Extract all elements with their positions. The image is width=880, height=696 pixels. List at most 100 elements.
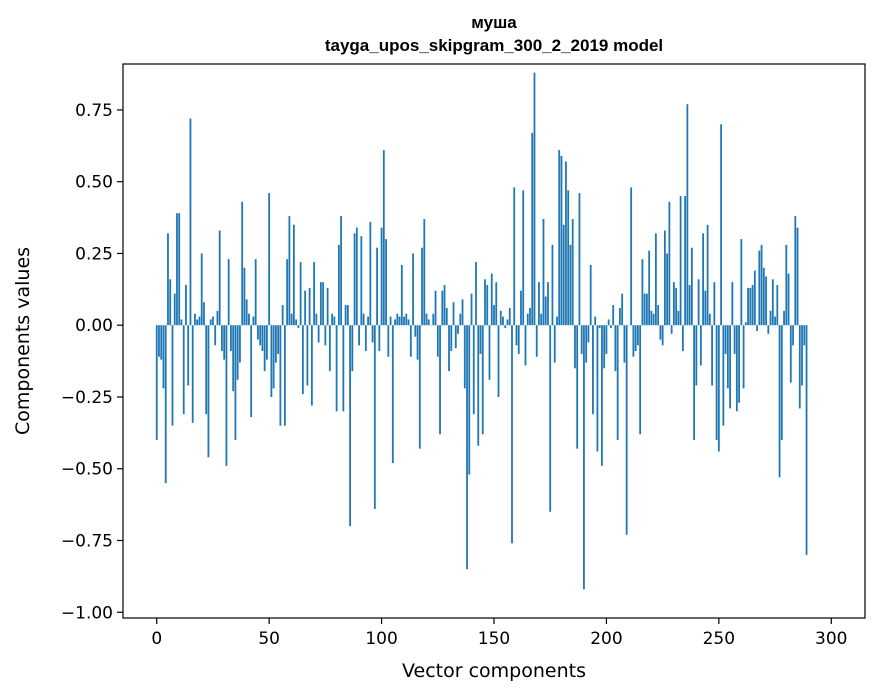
chart-subtitle: tayga_upos_skipgram_300_2_2019 model [325, 36, 663, 55]
bar [549, 325, 552, 512]
bar [758, 250, 761, 326]
bar [765, 276, 767, 326]
bar [270, 325, 273, 397]
bar [690, 247, 693, 326]
bar [490, 273, 493, 326]
y-axis-ticks: −1.00 −0.75 −0.50 −0.25 0.00 0.25 0.50 0.75 [61, 101, 123, 623]
bar [601, 325, 603, 466]
bar [214, 325, 217, 346]
bar [578, 193, 581, 326]
bar [326, 287, 329, 326]
bar [182, 325, 185, 415]
bar [241, 201, 244, 326]
bar [666, 253, 669, 326]
bar [535, 325, 538, 357]
bar [699, 325, 702, 366]
bar [740, 239, 743, 326]
x-axis-ticks: 0 50 100 150 200 250 300 [151, 618, 847, 649]
bar [353, 233, 356, 326]
bar [364, 325, 367, 352]
bar [472, 325, 475, 415]
bar [524, 325, 527, 366]
bar [432, 313, 435, 326]
y-tick-label: 0.75 [75, 101, 113, 121]
bar [245, 299, 248, 326]
bar [569, 244, 572, 326]
bar [708, 313, 711, 326]
bar [250, 325, 253, 418]
bar [571, 219, 574, 326]
bar [783, 310, 785, 326]
bar [297, 325, 300, 329]
bar [218, 230, 221, 326]
bar [677, 310, 680, 326]
bar [681, 325, 684, 352]
bar [686, 104, 689, 326]
y-tick-label: 0.50 [75, 173, 113, 193]
bar [598, 325, 601, 329]
x-tick-label: 0 [151, 629, 162, 649]
bar [585, 325, 588, 363]
bar [517, 325, 520, 354]
bar [407, 319, 410, 326]
bar [230, 325, 232, 352]
bar [774, 316, 776, 326]
bar [459, 313, 462, 326]
y-tick-label: 0.00 [75, 316, 113, 336]
bar [641, 259, 644, 326]
bar [466, 325, 468, 570]
bar [207, 325, 210, 458]
bar [538, 282, 540, 326]
bar [769, 310, 772, 326]
bar [439, 325, 441, 435]
bar [225, 325, 228, 466]
bar [738, 325, 740, 403]
bar [342, 325, 345, 412]
bar [565, 161, 567, 326]
bar [796, 227, 799, 326]
bar [232, 325, 235, 392]
bar [713, 282, 716, 326]
bar [619, 307, 621, 326]
bar [583, 325, 585, 590]
bar [173, 293, 176, 326]
bar [787, 273, 790, 326]
bar [281, 305, 284, 326]
bar [236, 325, 239, 380]
bar [499, 310, 502, 326]
bar [540, 313, 543, 326]
bar [434, 290, 437, 326]
bar [504, 325, 507, 329]
bar [771, 279, 774, 326]
bar [558, 150, 561, 326]
bar [272, 325, 275, 389]
bar [688, 285, 691, 326]
bar [684, 196, 687, 326]
bar [544, 296, 547, 326]
bar [695, 325, 698, 386]
bar [292, 224, 295, 326]
bar [729, 325, 731, 409]
bar [452, 302, 455, 326]
bar [731, 282, 734, 326]
bar [533, 72, 536, 326]
bar [612, 305, 615, 326]
bar [652, 313, 655, 326]
bar [623, 325, 626, 363]
bar [513, 187, 516, 326]
bar [367, 316, 369, 326]
bar [488, 325, 491, 380]
bar [209, 319, 212, 326]
bar [169, 279, 172, 326]
bar [556, 316, 558, 326]
bar [493, 305, 495, 326]
bar [511, 325, 513, 544]
bar [378, 325, 381, 352]
bar [355, 227, 358, 326]
bar [661, 325, 664, 346]
bar [594, 316, 597, 326]
bar [621, 293, 624, 326]
bar [398, 316, 401, 326]
bar [304, 290, 307, 326]
bar [461, 299, 464, 326]
